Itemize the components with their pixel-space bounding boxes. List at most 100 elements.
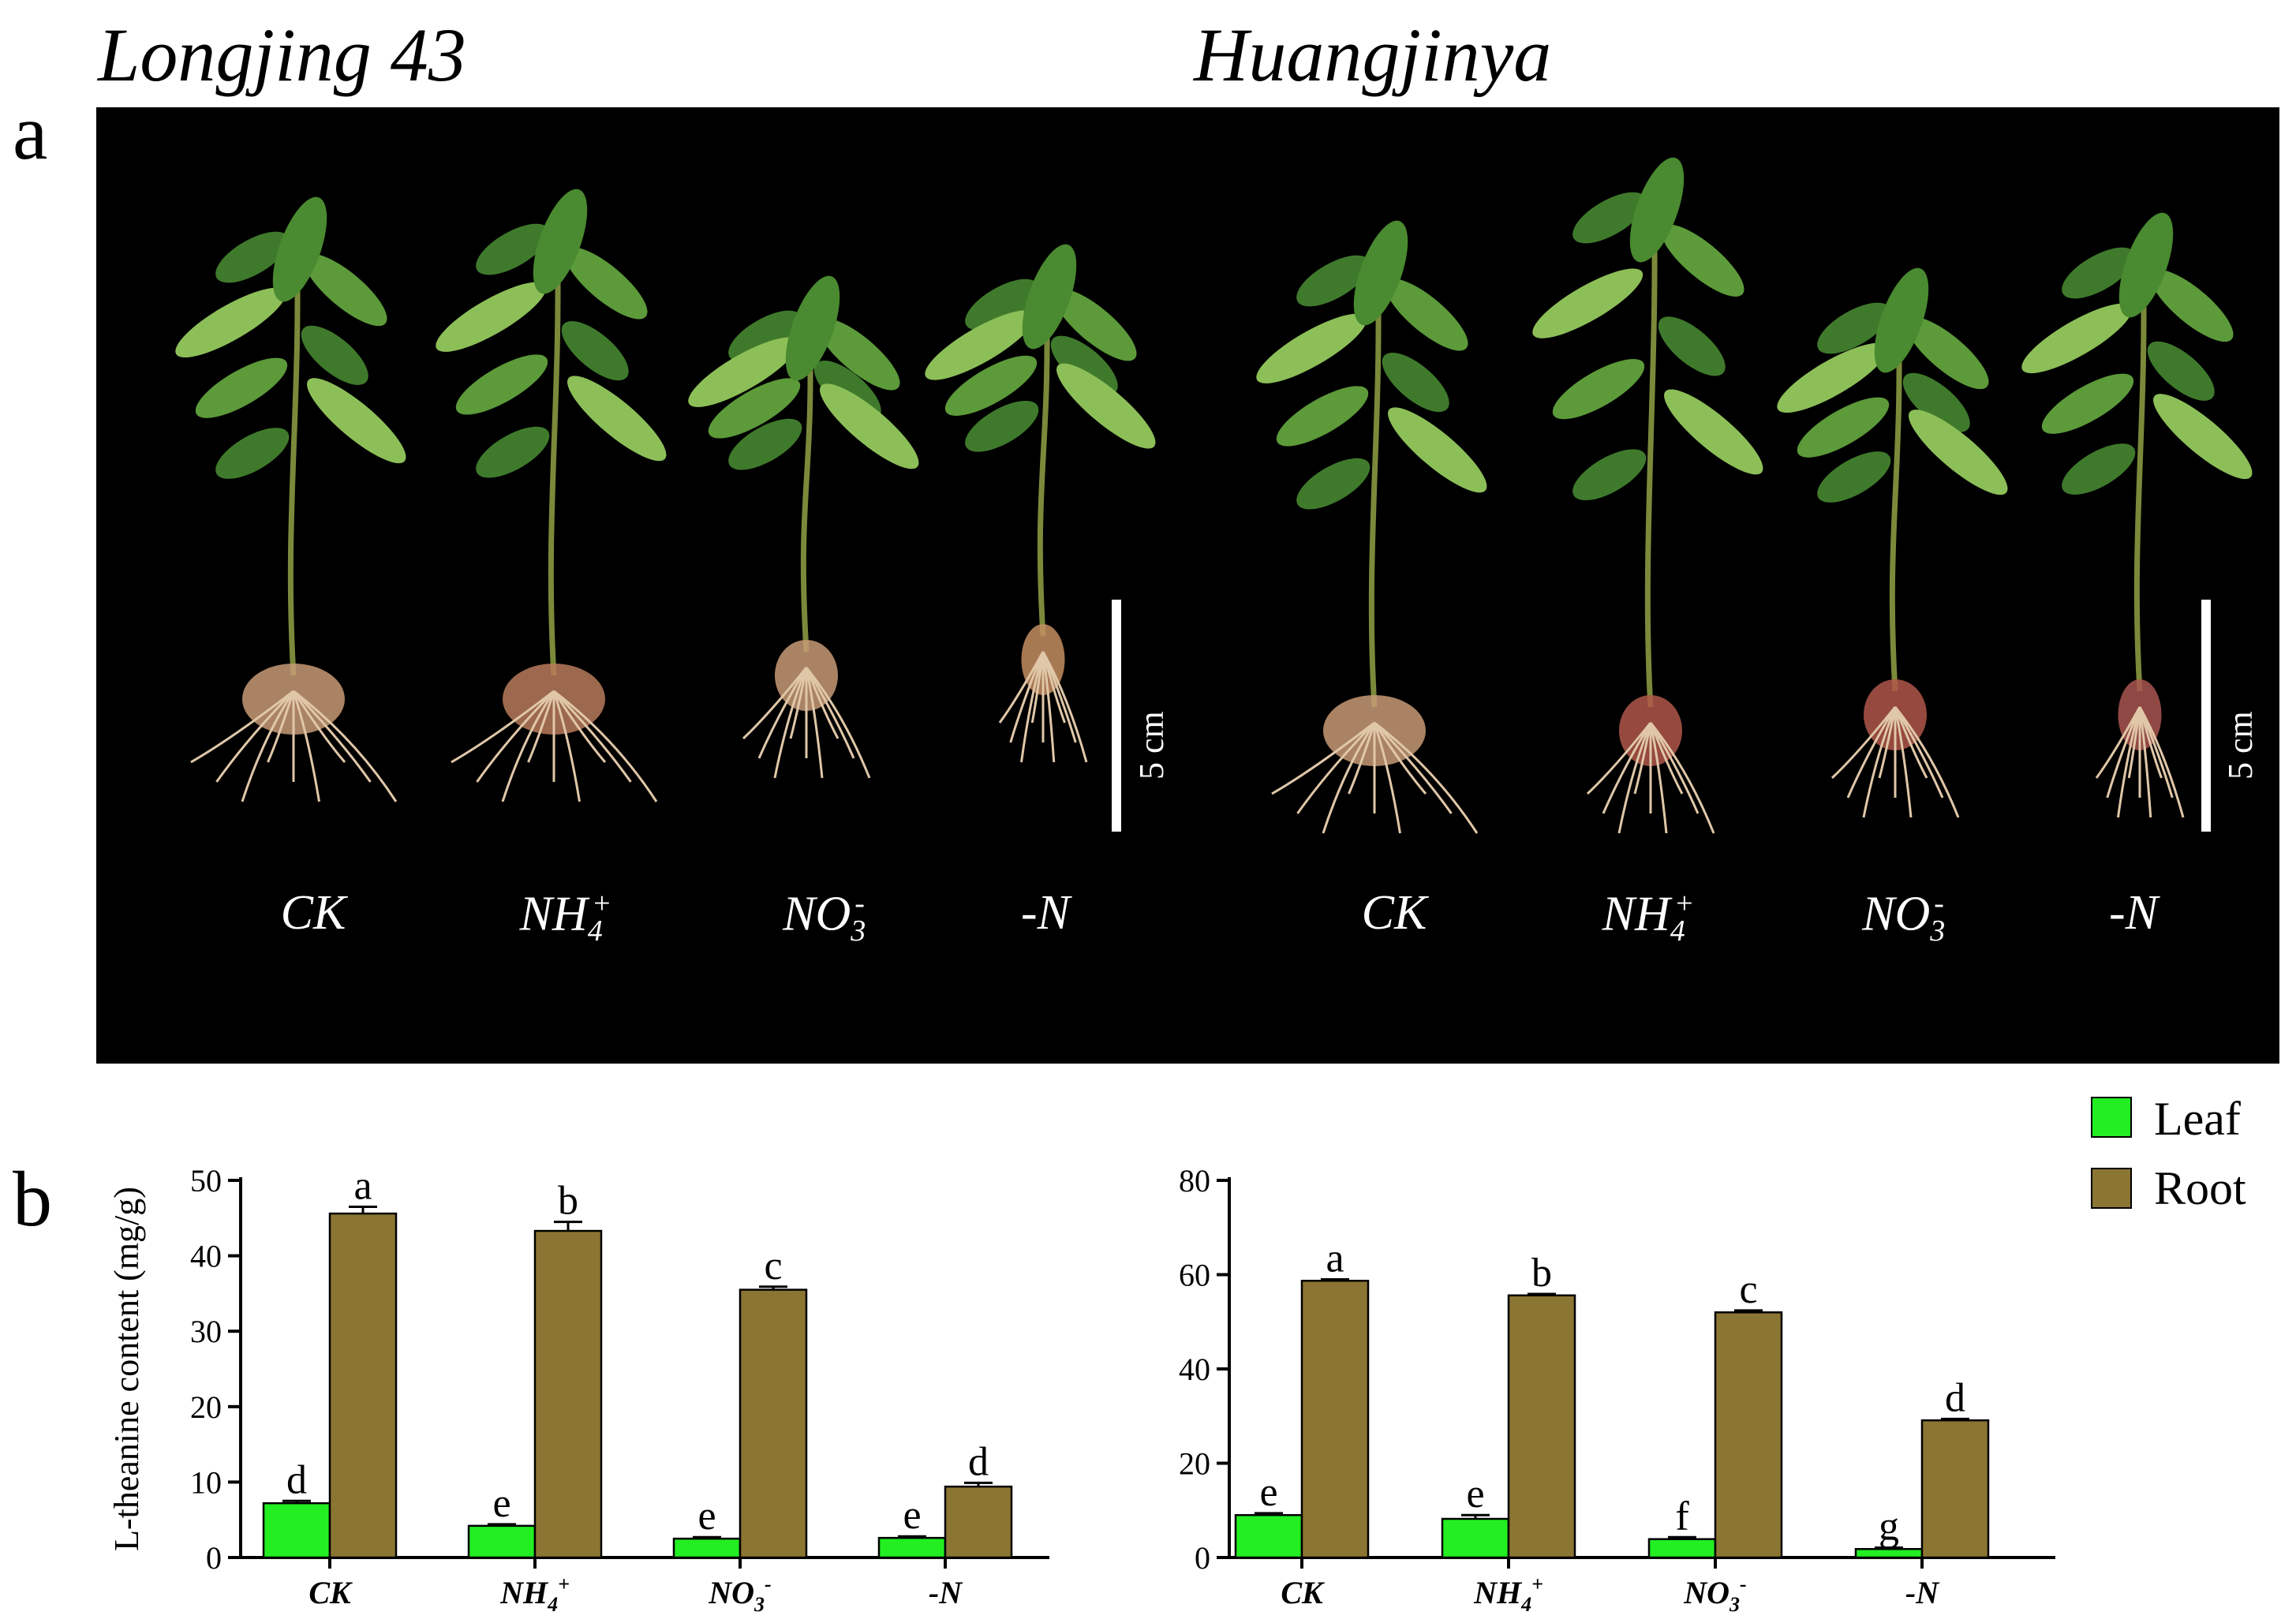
leaf (2062, 247, 2136, 299)
stem (800, 320, 813, 653)
leaf (1902, 372, 1970, 432)
root-strand (1296, 721, 1376, 814)
root-strand (1041, 651, 1088, 763)
leaf (1296, 255, 1370, 307)
scale-bar-left (1112, 600, 1121, 832)
treatment-label-no3-right: NO3- (1862, 887, 1946, 948)
bar-leaf (467, 1524, 537, 1559)
scale-label-right: 5 cm (2221, 711, 2260, 780)
root-strand (789, 667, 808, 739)
leaf (1256, 313, 1367, 383)
leaf (1382, 352, 1449, 413)
x-tick-label: NO3- (1683, 1573, 1746, 1616)
root-strand (1617, 722, 1652, 834)
bar-leaf (1854, 1547, 1924, 1559)
treatment-label-nh4-left: NH4+ (520, 888, 612, 946)
root-strand (1373, 722, 1401, 834)
root-strand (805, 667, 824, 779)
leaf (2062, 443, 2136, 495)
scale-label-left: 5 cm (1132, 711, 1171, 780)
bar-root (1300, 1280, 1370, 1559)
significance-letter: a (1326, 1236, 1344, 1281)
leaf (1664, 389, 1763, 475)
leaf (436, 282, 547, 352)
leaf (304, 253, 387, 327)
significance-letter: e (492, 1481, 510, 1526)
treatment-nh-text: NH (519, 887, 588, 941)
treatment-no-sup: - (1934, 887, 1944, 920)
y-tick-label: 40 (190, 1239, 222, 1274)
treatment-label-nh4-right: NH4+ (1602, 888, 1695, 946)
bar-chart-huangjinya: 0 20 40 60 80 CK e a NH4+ e b NO3- f c -Ng d (1179, 1163, 2055, 1616)
treatment-nh-text: NH (1602, 887, 1670, 941)
root-strand (553, 690, 658, 802)
significance-letter: a (353, 1163, 372, 1208)
significance-letter: b (1531, 1251, 1552, 1296)
significance-letter: f (1675, 1494, 1689, 1539)
leaf (1572, 449, 1647, 501)
root-strand (2138, 706, 2152, 818)
root-strand (552, 690, 632, 783)
leaf-apex (1629, 157, 1685, 263)
treatment-label-ck-right: CK (1361, 886, 1427, 940)
leaf (195, 357, 288, 418)
significance-letter: c (764, 1243, 782, 1288)
significance-letter: g (1879, 1504, 1899, 1549)
root-strand (1348, 722, 1376, 795)
bar-root (1920, 1419, 1990, 1559)
root-strand (773, 667, 808, 779)
leaf (1817, 302, 1891, 354)
treatment-no-sub: 3 (851, 914, 866, 948)
y-tick-label: 40 (1179, 1352, 1210, 1387)
leaf-apex (785, 275, 840, 381)
significance-letter: d (1945, 1375, 1965, 1420)
significance-letter: d (286, 1457, 307, 1502)
x-tick-label: CK (1281, 1575, 1325, 1610)
bar-leaf (672, 1537, 742, 1559)
root-strand (292, 690, 320, 802)
legend-label-root: Root (2154, 1162, 2246, 1214)
leaf-apex (1022, 244, 1077, 350)
y-tick-label: 10 (190, 1464, 222, 1500)
leaf (301, 325, 368, 385)
root-strand (1322, 722, 1376, 834)
root-strand (292, 690, 346, 763)
legend-swatch-root (2091, 1168, 2132, 1209)
y-tick-label: 20 (190, 1389, 222, 1425)
root-strand (293, 690, 398, 802)
stem (1644, 201, 1658, 708)
treatment-no-sup: - (854, 887, 865, 920)
y-tick-label: 20 (1179, 1446, 1210, 1482)
root-strand (1894, 706, 1928, 779)
legend-label-leaf: Leaf (2154, 1093, 2241, 1145)
bar-root (944, 1485, 1013, 1559)
root-strand (1894, 706, 1913, 818)
root-strand (1009, 651, 1045, 743)
significance-letter: b (558, 1179, 578, 1224)
significance-letter: e (697, 1494, 716, 1539)
x-tick-label: -N (1905, 1575, 1940, 1610)
root-strand (215, 690, 295, 783)
variety-title-right: Huangjinya (1194, 13, 1552, 97)
leaf (925, 310, 1036, 380)
bar-leaf (1234, 1513, 1303, 1559)
root-strand (2095, 706, 2141, 779)
bar-root (328, 1212, 398, 1559)
leaf (1572, 192, 1647, 244)
root-strand (1878, 706, 1897, 779)
treatment-label-no3-left: NO3- (783, 887, 866, 948)
y-tick-label: 50 (190, 1163, 222, 1199)
y-tick-label: 0 (206, 1540, 222, 1576)
leaf (1388, 407, 1487, 493)
leaf (1661, 224, 1744, 297)
leaf (1276, 386, 1369, 447)
treatment-no-sub: 3 (1930, 914, 1946, 948)
root-strand (267, 690, 295, 763)
leaf (1905, 316, 1989, 390)
significance-letter: e (903, 1493, 921, 1538)
root-strand (742, 667, 808, 740)
root-strand (757, 667, 808, 759)
root-strand (1846, 706, 1897, 798)
leaf (564, 247, 648, 320)
leaf (307, 378, 406, 464)
